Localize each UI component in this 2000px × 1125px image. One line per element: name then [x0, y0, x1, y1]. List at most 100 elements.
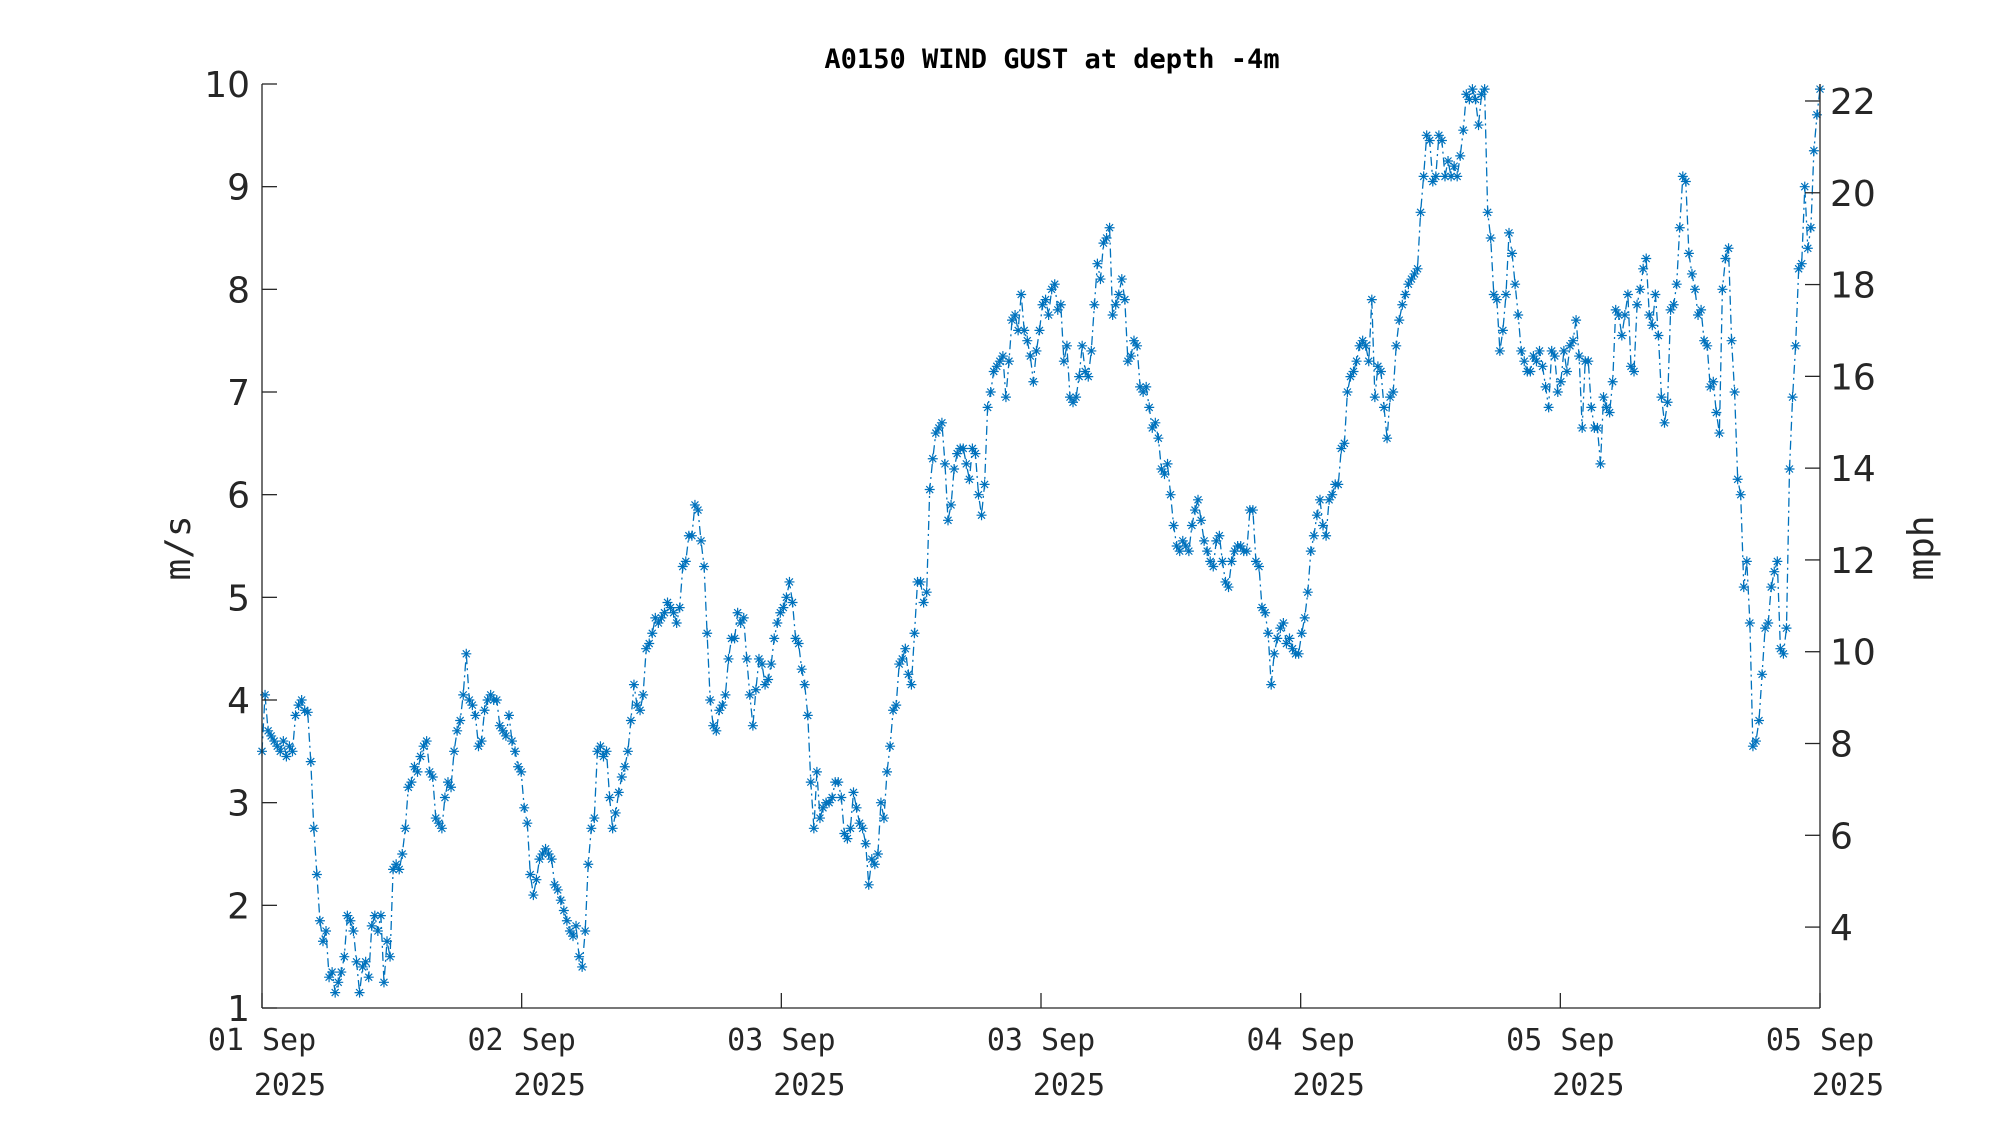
series-line	[261, 86, 1821, 993]
data-point-marker	[1272, 633, 1283, 644]
data-point-marker	[1744, 618, 1755, 628]
y-tick-label-right: 12	[1830, 541, 1876, 582]
data-point-marker	[994, 356, 1005, 367]
data-point-marker	[808, 823, 819, 834]
data-point-marker	[644, 638, 655, 649]
data-point-marker	[1229, 546, 1240, 557]
data-point-marker	[1415, 207, 1426, 218]
data-point-marker	[967, 443, 978, 454]
data-point-marker	[1696, 304, 1707, 315]
data-point-marker	[284, 741, 295, 752]
data-point-marker	[1156, 464, 1167, 474]
x-tick-label-year: 2025	[1293, 1068, 1365, 1103]
data-point-marker	[1052, 304, 1063, 315]
x-tick-label-date: 04 Sep	[1246, 1023, 1354, 1058]
data-point-marker	[897, 653, 908, 664]
data-point-marker	[1446, 171, 1457, 182]
y-tick-label-right: 16	[1830, 357, 1876, 398]
data-point-marker	[720, 689, 731, 700]
data-point-marker	[860, 838, 871, 849]
data-point-marker	[287, 746, 298, 757]
y-tick-label-left: 5	[227, 578, 250, 619]
data-point-marker	[321, 926, 332, 936]
data-point-marker	[1147, 422, 1158, 433]
data-point-marker	[946, 499, 957, 510]
y-tick-label-left: 8	[227, 270, 250, 311]
data-point-marker	[1074, 371, 1085, 382]
data-point-marker	[1397, 299, 1408, 310]
data-point-marker	[1150, 417, 1161, 428]
data-point-marker	[275, 746, 286, 757]
y-tick-label-left: 4	[227, 681, 250, 722]
data-point-marker	[1055, 299, 1066, 310]
data-point-marker	[485, 689, 496, 700]
data-point-marker	[1775, 643, 1786, 654]
data-point-marker	[921, 587, 932, 598]
data-point-marker	[1537, 361, 1548, 372]
data-point-marker	[372, 926, 383, 936]
data-point-marker	[1802, 243, 1813, 254]
data-point-marker	[510, 746, 521, 757]
data-point-marker	[927, 453, 938, 464]
data-point-marker	[1449, 161, 1460, 172]
data-point-marker	[900, 643, 911, 654]
data-point-marker	[305, 756, 316, 767]
data-point-marker	[1629, 366, 1640, 377]
data-point-marker	[607, 823, 618, 834]
data-point-marker	[857, 823, 868, 834]
data-point-marker	[1683, 248, 1694, 259]
data-point-marker	[854, 818, 865, 829]
data-point-marker	[711, 725, 722, 736]
data-point-marker	[708, 720, 719, 731]
data-point-marker	[1534, 345, 1545, 356]
data-point-marker	[394, 864, 405, 875]
data-point-marker	[772, 618, 783, 628]
data-point-marker	[757, 659, 768, 670]
data-point-marker	[278, 736, 289, 747]
data-point-marker	[1519, 356, 1530, 367]
data-point-marker	[1028, 376, 1039, 387]
data-point-marker	[1689, 284, 1700, 295]
data-point-marker	[1345, 371, 1356, 382]
data-point-marker	[1586, 402, 1597, 413]
data-point-marker	[263, 725, 274, 736]
data-point-marker	[1281, 638, 1292, 649]
data-point-marker	[647, 628, 658, 639]
data-point-marker	[507, 736, 518, 747]
data-point-marker	[543, 849, 554, 859]
data-point-marker	[1476, 89, 1487, 100]
data-point-marker	[1461, 89, 1472, 100]
data-point-marker	[781, 592, 792, 603]
data-point-marker	[1811, 109, 1822, 120]
data-point-marker	[293, 700, 304, 711]
data-point-marker	[1607, 376, 1618, 387]
data-point-marker	[1254, 561, 1264, 572]
data-point-marker	[1726, 335, 1737, 346]
data-point-marker	[391, 859, 402, 870]
data-point-marker	[1077, 340, 1088, 351]
data-point-marker	[1314, 494, 1325, 505]
data-point-marker	[1016, 289, 1027, 300]
data-point-marker	[1025, 351, 1036, 362]
data-point-marker	[723, 653, 734, 664]
data-point-marker	[988, 366, 999, 377]
data-point-marker	[924, 484, 935, 495]
data-point-marker	[836, 792, 847, 803]
x-tick-label-year: 2025	[773, 1068, 845, 1103]
data-point-marker	[1083, 371, 1094, 382]
data-point-marker	[1388, 387, 1399, 397]
data-point-marker	[1516, 345, 1527, 356]
data-point-marker	[1177, 535, 1188, 546]
data-point-marker	[473, 741, 484, 752]
data-point-marker	[397, 849, 408, 859]
data-point-marker	[1302, 587, 1313, 598]
data-point-marker	[534, 854, 545, 865]
data-point-marker	[412, 766, 423, 777]
data-point-marker	[1604, 407, 1615, 418]
data-point-marker	[1659, 417, 1670, 428]
data-point-marker	[1068, 397, 1079, 408]
data-point-marker	[272, 741, 283, 752]
data-point-marker	[949, 464, 960, 474]
data-point-marker	[1342, 387, 1353, 397]
data-point-marker	[793, 638, 804, 649]
